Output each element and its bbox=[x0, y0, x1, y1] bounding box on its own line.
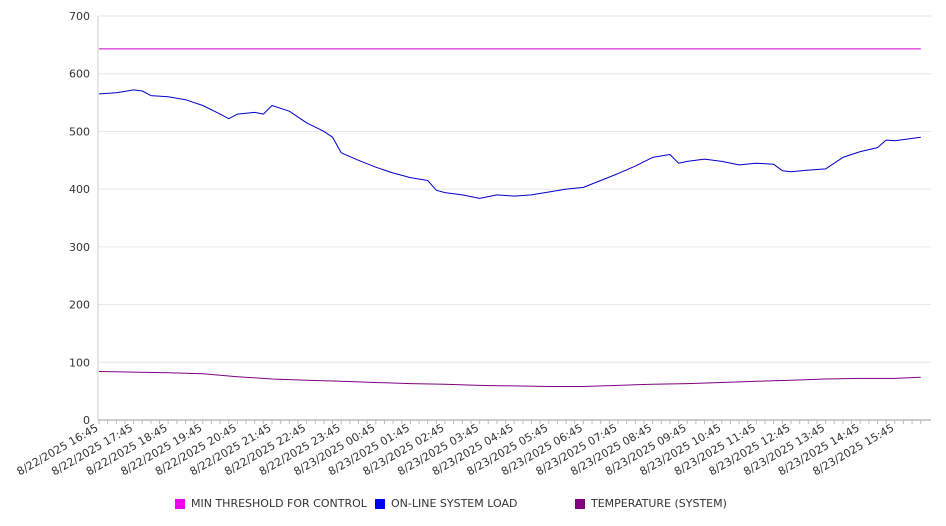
system-load-line bbox=[98, 89, 921, 199]
temperature-line bbox=[98, 371, 921, 387]
legend-label-min-threshold: MIN THRESHOLD FOR CONTROL bbox=[191, 497, 367, 510]
y-tick-label: 100 bbox=[69, 356, 90, 369]
grid bbox=[98, 15, 931, 363]
legend-item-system-load[interactable]: ON-LINE SYSTEM LOAD bbox=[375, 497, 517, 510]
legend: MIN THRESHOLD FOR CONTROL ON-LINE SYSTEM… bbox=[0, 497, 946, 515]
legend-swatch-temperature bbox=[575, 498, 585, 509]
x-axis-ticks: 8/22/2025 16:458/22/2025 17:458/22/2025 … bbox=[15, 421, 897, 478]
y-tick-label: 600 bbox=[69, 68, 90, 81]
legend-label-temperature: TEMPERATURE (SYSTEM) bbox=[591, 497, 727, 510]
y-tick-label: 400 bbox=[69, 183, 90, 196]
axes bbox=[97, 16, 931, 424]
legend-swatch-min-threshold bbox=[175, 498, 185, 509]
y-tick-label: 700 bbox=[69, 10, 90, 23]
y-tick-label: 0 bbox=[83, 414, 90, 427]
legend-swatch-system-load bbox=[375, 498, 385, 509]
y-axis-ticks: 0 100 200 300 400 500 600 700 bbox=[69, 10, 90, 427]
legend-label-system-load: ON-LINE SYSTEM LOAD bbox=[391, 497, 518, 510]
legend-item-min-threshold[interactable]: MIN THRESHOLD FOR CONTROL bbox=[175, 497, 367, 510]
legend-item-temperature[interactable]: TEMPERATURE (SYSTEM) bbox=[575, 497, 727, 510]
series-lines bbox=[98, 48, 921, 387]
y-tick-label: 500 bbox=[69, 125, 90, 138]
y-tick-label: 300 bbox=[69, 241, 90, 254]
y-tick-label: 200 bbox=[69, 299, 90, 312]
